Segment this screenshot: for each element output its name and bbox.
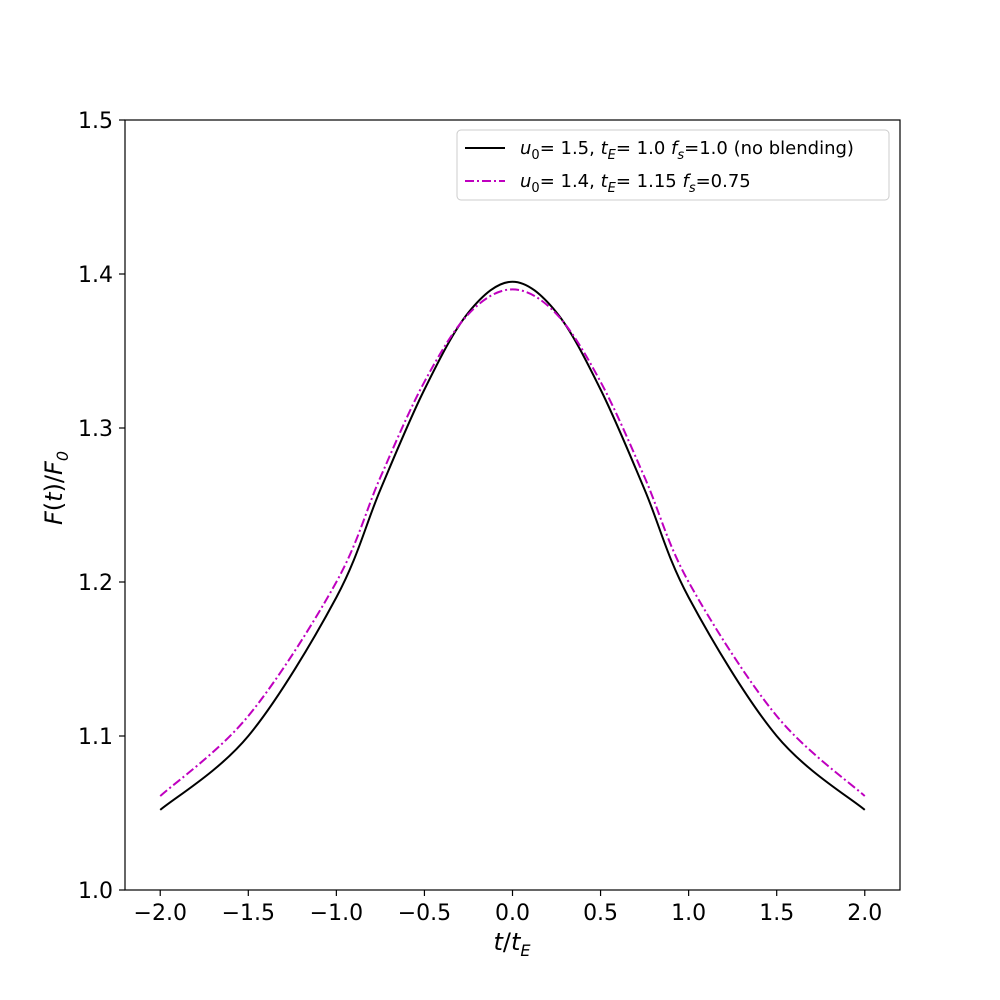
legend-entry-series-2: u0= 1.4, tE= 1.15 fs=0.75: [520, 171, 751, 196]
x-tick-label: −0.5: [398, 901, 451, 926]
legend-2-f-val: =0.75: [696, 171, 751, 192]
x-tick-label: 1.5: [759, 901, 794, 926]
y-tick-label: 1.0: [78, 879, 113, 904]
x-axis-label-den: t: [511, 928, 522, 956]
legend-2-u-val: = 1.4,: [540, 171, 601, 192]
legend-box: [456, 129, 890, 201]
series-line-1: [159, 280, 866, 811]
x-tick-label: 1.0: [671, 901, 706, 926]
x-tick-label: 0.0: [495, 901, 530, 926]
legend-1-u: u: [520, 138, 531, 159]
y-tick-label: 1.3: [78, 417, 113, 442]
y-axis-label-open: (: [40, 502, 68, 511]
y-axis-label-t: t: [40, 491, 68, 502]
x-tick-label: −1.0: [310, 901, 363, 926]
y-tick-label: 1.5: [78, 109, 113, 134]
x-axis-label: t/tE: [493, 928, 531, 960]
y-axis-label: F(t)/F0: [40, 451, 72, 525]
x-axis-label-den-sub: E: [520, 941, 531, 960]
legend-1-u-sub: 0: [531, 148, 539, 163]
y-axis-label-den-sub: 0: [53, 451, 72, 461]
x-tick-label: 0.5: [583, 901, 618, 926]
legend-2-f-sub: s: [689, 181, 696, 196]
y-tick-label: 1.1: [78, 725, 113, 750]
legend-entry-series-1: u0= 1.5, tE= 1.0 fs=1.0 (no blending): [520, 138, 854, 163]
legend: u0= 1.5, tE= 1.0 fs=1.0 (no blending) u0…: [456, 129, 890, 201]
x-tick-label: −1.5: [222, 901, 275, 926]
y-axis-label-num: F: [40, 510, 68, 525]
x-axis-label-main: t: [493, 928, 504, 956]
series-line-2: [159, 288, 866, 797]
legend-1-u-val: = 1.5,: [540, 138, 601, 159]
y-axis-label-den: F: [40, 460, 68, 475]
legend-1-f-sub: s: [677, 148, 684, 163]
x-tick-label: −2.0: [134, 901, 187, 926]
legend-1-f-val: =1.0 (no blending): [684, 138, 854, 159]
plot-area: [159, 280, 866, 811]
y-tick-label: 1.4: [78, 263, 113, 288]
x-axis-label-slash: /: [503, 928, 512, 956]
ticks: −2.0 −1.5 −1.0 −0.5 0.0 0.5 1.0 1.5 2.0 1.0 1.1 1.2…: [78, 109, 882, 926]
x-tick-label: 2.0: [847, 901, 882, 926]
legend-1-t-sub: E: [608, 148, 617, 163]
legend-2-f: f: [682, 171, 691, 192]
y-axis-label-close: ): [40, 483, 68, 492]
legend-1-t-val: = 1.0: [616, 138, 671, 159]
legend-2-u: u: [520, 171, 531, 192]
legend-1-f: f: [671, 138, 680, 159]
legend-2-t-sub: E: [608, 181, 617, 196]
legend-1-t: t: [601, 138, 609, 159]
y-axis-label-slash: /: [40, 474, 68, 483]
y-tick-label: 1.2: [78, 571, 113, 596]
legend-2-t: t: [601, 171, 609, 192]
legend-2-t-val: = 1.15: [616, 171, 683, 192]
legend-2-u-sub: 0: [531, 181, 539, 196]
